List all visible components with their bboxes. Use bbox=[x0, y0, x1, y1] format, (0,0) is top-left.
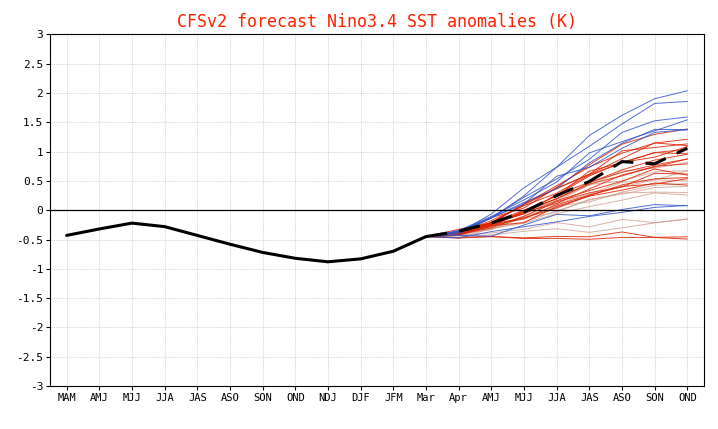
Title: CFSv2 forecast Nino3.4 SST anomalies (K): CFSv2 forecast Nino3.4 SST anomalies (K) bbox=[177, 13, 577, 31]
